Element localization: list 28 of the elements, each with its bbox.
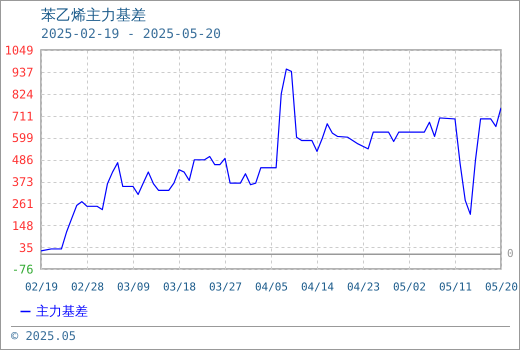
x-tick-label: 05/11 [438,280,472,294]
x-tick-label: 05/20 [484,280,518,294]
y-tick-label: 486 [12,153,34,168]
line-series [41,68,501,252]
text: © 2025.05 [11,329,76,343]
x-tick-label: 02/28 [70,280,104,294]
y-tick-label: 824 [12,87,34,102]
x-tick-label: 03/09 [116,280,150,294]
y-tick-label: 711 [12,109,34,124]
x-tick-label: 04/14 [300,280,334,294]
chart-subtitle: 2025-02-19 - 2025-05-20 [41,27,222,42]
x-tick-label: 02/19 [24,280,58,294]
x-tick-label: 03/27 [208,280,242,294]
x-tick-label: 04/05 [254,280,288,294]
x-tick-label: 03/18 [162,280,196,294]
legend-label: 主力基差 [36,304,88,320]
ref-line-label: 0 [507,247,514,260]
y-tick-label: 148 [12,218,34,233]
x-tick-label: 05/02 [392,280,426,294]
y-tick-label: 599 [12,131,34,146]
y-tick-label: 35 [19,240,34,255]
chart-title: 苯乙烯主力基差 [41,6,146,25]
y-tick-label: 937 [12,65,34,80]
x-tick-label: 04/23 [346,280,380,294]
y-tick-label: 373 [12,175,34,190]
y-tick-label: 261 [12,196,34,211]
y-tick-label: 1049 [4,44,34,58]
y-tick-label: -76 [12,262,34,276]
